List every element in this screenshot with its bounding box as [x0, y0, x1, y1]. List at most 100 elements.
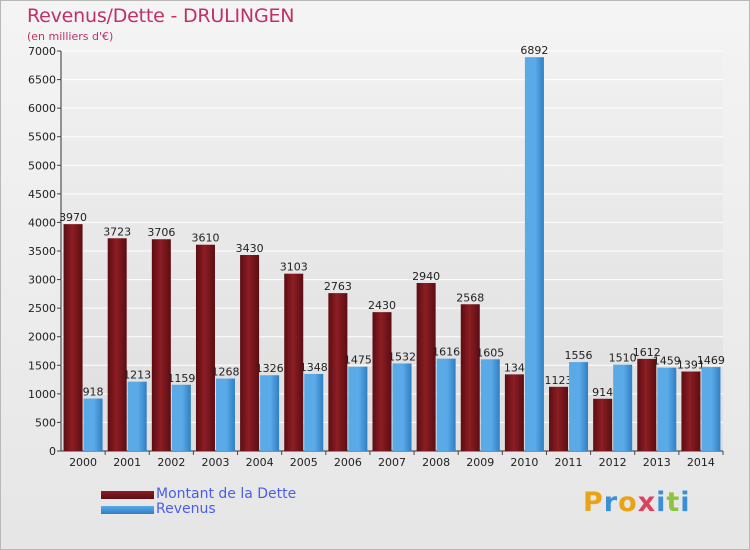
x-tick-label: 2005: [290, 456, 318, 469]
bar-revenus: [480, 359, 500, 451]
x-tick-label: 2006: [334, 456, 362, 469]
bar-dette: [328, 293, 348, 451]
bar-revenus: [436, 358, 456, 451]
x-tick-label: 2014: [687, 456, 715, 469]
bar-revenus: [83, 398, 103, 451]
data-label-revenus: 6892: [520, 44, 548, 57]
bar-dette: [63, 224, 83, 451]
bar-revenus: [701, 367, 721, 451]
data-label-revenus: 1532: [388, 350, 416, 363]
data-label-dette: 3610: [191, 232, 219, 245]
bar-revenus: [215, 378, 235, 451]
chart-title: Revenus/Dette - DRULINGEN: [27, 5, 295, 27]
x-tick-label: 2007: [378, 456, 406, 469]
data-label-revenus: 1213: [123, 369, 151, 382]
legend-label-revenus: Revenus: [156, 501, 216, 517]
data-label-revenus: 1469: [697, 354, 725, 367]
y-tick-label: 1000: [28, 388, 56, 401]
data-label-revenus: 1616: [432, 346, 460, 359]
x-tick-label: 2010: [510, 456, 538, 469]
bar-revenus: [127, 381, 147, 451]
y-tick-label: 5500: [28, 131, 56, 144]
data-label-dette: 1123: [545, 374, 573, 387]
y-tick-label: 7000: [28, 45, 56, 58]
logo-letter: i: [656, 487, 667, 518]
x-tick-label: 2008: [422, 456, 450, 469]
y-tick-label: 2500: [28, 302, 56, 315]
bar-dette: [151, 239, 171, 451]
bar-revenus: [524, 57, 544, 452]
bar-revenus: [171, 384, 191, 451]
x-tick-label: 2009: [466, 456, 494, 469]
data-label-revenus: 1459: [653, 355, 681, 368]
bar-dette: [240, 255, 260, 451]
bar-dette: [504, 374, 524, 451]
data-label-revenus: 1348: [300, 361, 328, 374]
y-tick-label: 6000: [28, 102, 56, 115]
data-label-dette: 2430: [368, 299, 396, 312]
y-tick-label: 0: [49, 445, 56, 458]
data-label-dette: 3723: [103, 225, 131, 238]
y-tick-label: 1500: [28, 359, 56, 372]
data-label-dette: 3103: [280, 261, 308, 274]
data-label-dette: 2763: [324, 280, 352, 293]
bar-revenus: [569, 362, 589, 451]
x-tick-label: 2003: [201, 456, 229, 469]
y-tick-label: 5000: [28, 159, 56, 172]
bar-dette: [416, 283, 436, 451]
bar-dette: [460, 304, 480, 451]
x-tick-label: 2012: [599, 456, 627, 469]
bar-revenus: [613, 364, 633, 451]
x-tick-label: 2001: [113, 456, 141, 469]
data-label-revenus: 1326: [256, 362, 284, 375]
bar-dette: [637, 358, 657, 451]
bar-revenus: [304, 373, 324, 451]
data-label-revenus: 1605: [476, 346, 504, 359]
data-label-dette: 3706: [147, 226, 175, 239]
data-label-dette: 914: [592, 386, 613, 399]
y-tick-label: 4500: [28, 188, 56, 201]
legend-swatch-dette: [101, 491, 154, 499]
legend-label-dette: Montant de la Dette: [156, 486, 297, 502]
y-tick-label: 3000: [28, 274, 56, 287]
bar-dette: [372, 312, 392, 451]
y-tick-label: 2000: [28, 331, 56, 344]
data-label-revenus: 1510: [609, 352, 637, 365]
data-label-revenus: 1268: [211, 366, 239, 379]
data-label-dette: 2568: [456, 291, 484, 304]
chart-subtitle: (en milliers d'€): [27, 30, 114, 43]
data-label-dette: 1391: [677, 359, 705, 372]
bar-revenus: [657, 367, 677, 451]
x-tick-label: 2002: [157, 456, 185, 469]
data-label-dette: 1612: [633, 346, 661, 359]
y-tick-label: 3500: [28, 245, 56, 258]
proxiti-logo: Proxiti: [583, 487, 691, 518]
logo-letter: P: [583, 487, 604, 518]
legend-swatch-revenus: [101, 506, 154, 514]
logo-letter: x: [637, 487, 657, 518]
data-label-dette: 2940: [412, 270, 440, 283]
logo-letter: t: [666, 487, 681, 518]
logo-letter: r: [603, 487, 619, 518]
bar-revenus: [260, 375, 280, 451]
data-label-dette: 3430: [236, 242, 264, 255]
bar-dette: [549, 386, 569, 451]
bar-dette: [107, 238, 127, 451]
data-label-revenus: 1556: [565, 349, 593, 362]
x-tick-label: 2004: [246, 456, 274, 469]
bar-dette: [593, 398, 613, 451]
data-label-dette: 134: [504, 361, 525, 374]
data-label-dette: 3970: [59, 211, 87, 224]
data-label-revenus: 918: [83, 386, 104, 399]
x-tick-label: 2013: [643, 456, 671, 469]
logo-letter: i: [680, 487, 691, 518]
logo-letter: o: [618, 487, 638, 518]
bar-dette: [284, 273, 304, 451]
y-tick-label: 500: [35, 416, 56, 429]
bar-revenus: [348, 366, 368, 451]
y-tick-label: 6500: [28, 74, 56, 87]
x-tick-label: 2011: [555, 456, 583, 469]
bar-dette: [681, 371, 701, 451]
